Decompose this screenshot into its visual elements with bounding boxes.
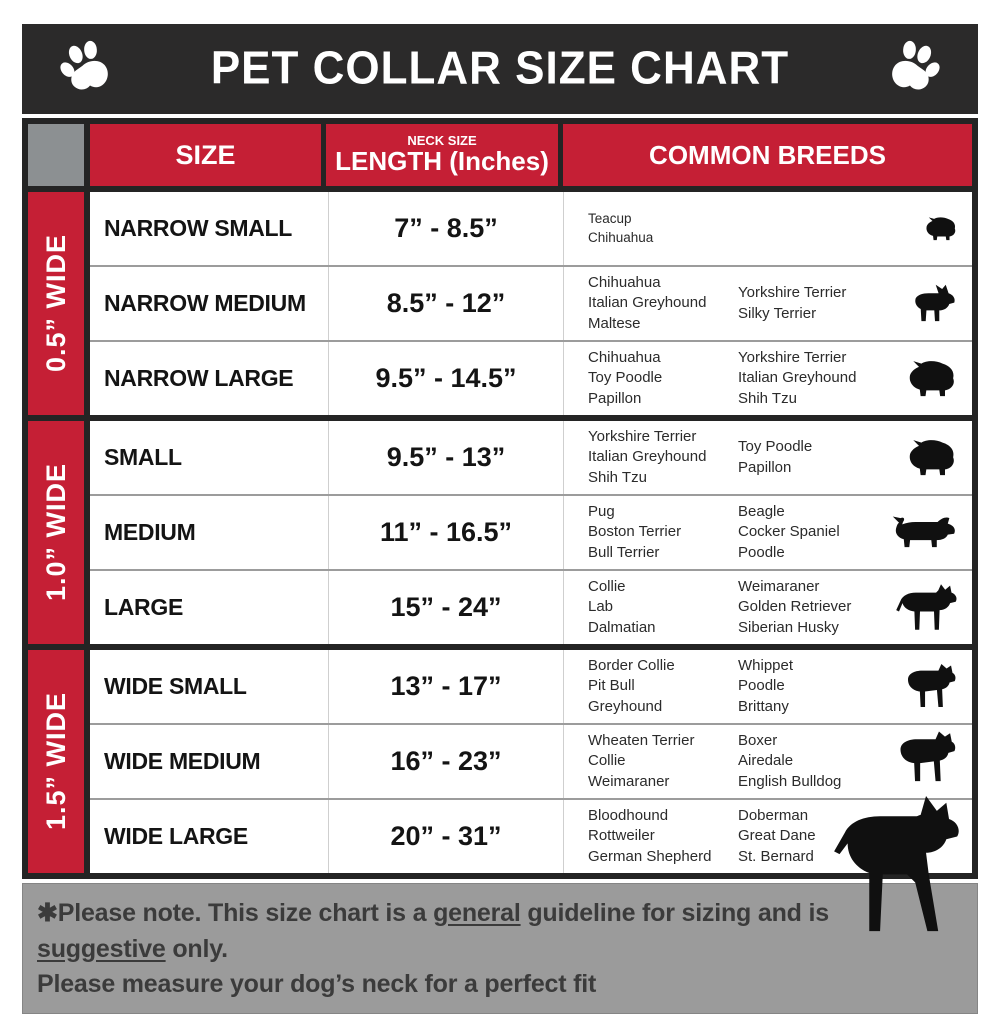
footer-note: ✱Please note. This size chart is a gener… [22,883,978,1014]
width-band-15: 1.5” WIDE [28,650,84,873]
length-cell: 13” - 17” [329,650,564,723]
breeds-cell: Chihuahua Toy Poodle Papillon Yorkshire … [564,342,972,415]
length-cell: 11” - 16.5” [329,496,564,569]
column-header-length: NECK SIZE LENGTH (Inches) [326,124,558,186]
width-band-10: 1.0” WIDE [28,421,84,644]
breeds-column-b: Yorkshire Terrier Italian Greyhound Shih… [738,349,857,407]
breeds-column-b: Doberman Great Dane St. Bernard [738,807,816,865]
size-cell: NARROW LARGE [90,342,329,415]
breeds-column-a: Teacup Chihuahua [588,211,654,245]
size-cell: WIDE MEDIUM [90,725,329,798]
footer-note-line-2: Please measure your dog’s neck for a per… [37,970,597,998]
breeds-column-a: Chihuahua Italian Greyhound Maltese [588,274,707,332]
length-cell: 16” - 23” [329,725,564,798]
breeds-column-b: Beagle Cocker Spaniel Poodle [738,503,840,561]
yorkshire-terrier-icon [924,216,958,242]
chihuahua-icon [912,284,958,324]
length-cell: 20” - 31” [329,800,564,873]
size-cell: MEDIUM [90,496,329,569]
width-band-label: 1.0” WIDE [40,463,71,602]
size-cell: WIDE LARGE [90,800,329,873]
boxer-icon [896,731,958,784]
table-row-narrow-small: NARROW SMALL 7” - 8.5” Teacup Chihuahua [90,192,972,265]
page-title: PET COLLAR SIZE CHART [210,42,790,95]
breeds-column-b: Yorkshire Terrier Silky Terrier [738,284,847,322]
doberman-icon [834,796,964,942]
table-row-wide-large: WIDE LARGE 20” - 31” Bloodhound Rottweil… [90,798,972,873]
size-chart-table: SIZE NECK SIZE LENGTH (Inches) COMMON BR… [22,118,978,879]
underlined-word-general: general [433,899,521,927]
length-cell: 15” - 24” [329,571,564,644]
width-band-label: 1.5” WIDE [40,692,71,831]
table-row-large: LARGE 15” - 24” Collie Lab Dalmatian Wei… [90,569,972,644]
dachshund-icon [892,515,958,550]
breeds-column-a: Collie Lab Dalmatian [588,578,656,636]
width-group-10: 1.0” WIDE SMALL 9.5” - 13” Yorkshire Ter… [28,421,972,644]
paw-print-icon [50,34,120,104]
corner-cell [28,124,84,186]
paw-print-icon [880,34,950,104]
breeds-column-a: Chihuahua Toy Poodle Papillon [588,349,663,407]
footer-note-line-1: ✱Please note. This size chart is a gener… [37,899,829,963]
table-row-narrow-medium: NARROW MEDIUM 8.5” - 12” Chihuahua Itali… [90,265,972,340]
german-shepherd-icon [896,583,958,632]
length-inches-label: LENGTH (Inches) [335,146,549,177]
length-cell: 9.5” - 14.5” [329,342,564,415]
table-row-small: SMALL 9.5” - 13” Yorkshire Terrier Itali… [90,421,972,494]
underlined-word-suggestive: suggestive [37,934,166,963]
column-header-size: SIZE [90,124,321,186]
breeds-column-b: Boxer Airedale English Bulldog [738,732,842,790]
table-row-medium: MEDIUM 11” - 16.5” Pug Boston Terrier Bu… [90,494,972,569]
breeds-column-b: Whippet Poodle Brittany [738,657,794,715]
length-cell: 8.5” - 12” [329,267,564,340]
breeds-column-a: Pug Boston Terrier Bull Terrier [588,503,682,561]
size-cell: SMALL [90,421,329,494]
pet-collar-size-chart: PET COLLAR SIZE CHART SIZE NECK SIZE LEN… [22,0,978,1014]
breeds-cell: Chihuahua Italian Greyhound Maltese York… [564,267,972,340]
breeds-cell: Pug Boston Terrier Bull Terrier Beagle C… [564,496,972,569]
breeds-cell: Wheaten Terrier Collie Weimaraner Boxer … [564,725,972,798]
table-row-narrow-large: NARROW LARGE 9.5” - 14.5” Chihuahua Toy … [90,340,972,415]
breeds-column-b: Toy Poodle Papillon [738,438,813,476]
table-row-wide-medium: WIDE MEDIUM 16” - 23” Wheaten Terrier Co… [90,723,972,798]
table-header-row: SIZE NECK SIZE LENGTH (Inches) COMMON BR… [28,124,972,186]
width-band-label: 0.5” WIDE [40,234,71,373]
breeds-cell: Yorkshire Terrier Italian Greyhound Shih… [564,421,972,494]
breeds-column-a: Border Collie Pit Bull Greyhound [588,657,675,715]
width-band-05: 0.5” WIDE [28,192,84,415]
width-group-05: 0.5” WIDE NARROW SMALL 7” - 8.5” Teacup … [28,192,972,415]
length-cell: 7” - 8.5” [329,192,564,265]
size-cell: NARROW SMALL [90,192,329,265]
table-row-wide-small: WIDE SMALL 13” - 17” Border Collie Pit B… [90,650,972,723]
breeds-cell: Border Collie Pit Bull Greyhound Whippet… [564,650,972,723]
breeds-column-b: Weimaraner Golden Retriever Siberian Hus… [738,578,852,636]
width-group-15: 1.5” WIDE WIDE SMALL 13” - 17” Border Co… [28,650,972,873]
breeds-cell: Teacup Chihuahua [564,192,972,265]
title-bar: PET COLLAR SIZE CHART [22,24,978,114]
pekingese-icon [906,438,958,477]
column-header-common-breeds: COMMON BREEDS [563,124,972,186]
breeds-column-a: Yorkshire Terrier Italian Greyhound Shih… [588,428,707,486]
breeds-column-a: Bloodhound Rottweiler German Shepherd [588,807,712,865]
breeds-column-a: Wheaten Terrier Collie Weimaraner [588,732,695,790]
length-cell: 9.5” - 13” [329,421,564,494]
pit-bull-icon [904,664,958,710]
pekingese-icon [906,359,958,398]
size-cell: WIDE SMALL [90,650,329,723]
size-cell: LARGE [90,571,329,644]
breeds-cell: Collie Lab Dalmatian Weimaraner Golden R… [564,571,972,644]
size-cell: NARROW MEDIUM [90,267,329,340]
neck-size-label: NECK SIZE [407,133,477,149]
breeds-cell: Bloodhound Rottweiler German Shepherd Do… [564,800,972,873]
